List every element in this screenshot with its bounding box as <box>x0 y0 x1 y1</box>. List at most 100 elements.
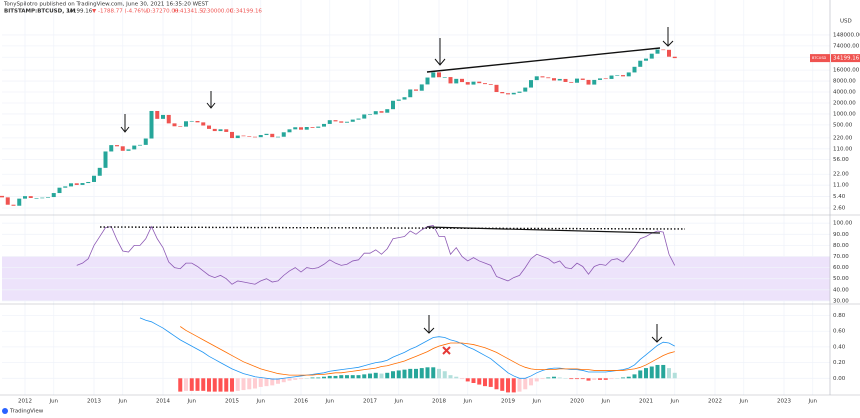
candle <box>437 72 441 78</box>
histogram-bar <box>368 373 372 379</box>
histogram-bar <box>207 378 211 392</box>
candle <box>425 77 430 85</box>
candle <box>46 197 50 198</box>
x-tick-label: Jun <box>669 399 679 405</box>
candle <box>201 122 206 126</box>
histogram-bar <box>649 366 654 379</box>
candle <box>120 146 125 151</box>
logo: TradingView <box>9 409 44 415</box>
candle <box>23 196 27 199</box>
x-tick-label: 2014 <box>156 399 170 405</box>
candle <box>316 126 321 128</box>
candle <box>143 138 148 145</box>
y-tick-label: 11.00 <box>833 183 849 189</box>
x-tick-label: Jun <box>324 399 334 405</box>
y-tick-label: 50.00 <box>833 276 849 282</box>
price-label: 34199.16 <box>833 56 860 62</box>
candle <box>0 195 4 198</box>
candle <box>454 78 459 84</box>
y-tick-label: 80.00 <box>833 243 849 249</box>
x-tick-label: 2022 <box>708 399 722 405</box>
histogram-bar <box>626 376 631 379</box>
author-line: TonySpilotro published on TradingView.co… <box>3 2 209 8</box>
candle <box>632 66 637 73</box>
histogram-bar <box>299 378 303 380</box>
arrow <box>423 315 435 334</box>
candle <box>488 84 493 85</box>
histogram-bar <box>373 372 378 379</box>
candle <box>92 175 96 182</box>
candle <box>28 196 33 198</box>
y-tick-label: 100.00 <box>833 221 853 227</box>
y-tick-label: 8000.00 <box>833 79 856 85</box>
change: ▼ -1788.77 (-4.76%) <box>92 9 148 15</box>
histogram-bar <box>655 364 660 379</box>
histogram-bar <box>419 368 424 379</box>
candle <box>638 60 643 67</box>
candle <box>431 72 436 78</box>
y-tick-label: 0.60 <box>833 329 846 335</box>
y-tick-label: 0.40 <box>833 344 846 350</box>
histogram-bar <box>477 378 482 385</box>
candle <box>442 77 447 78</box>
candle <box>166 114 171 124</box>
histogram-bar <box>523 378 528 390</box>
x-tick-label: Jun <box>531 399 541 405</box>
candle <box>592 79 597 85</box>
y-tick-label: 2.60 <box>833 206 846 212</box>
candle <box>34 197 39 199</box>
price-tag-symbol: BTCUSD <box>812 56 827 60</box>
candle <box>195 120 200 123</box>
x-tick-label: 2018 <box>432 399 446 405</box>
candle <box>161 114 165 119</box>
candle <box>281 132 286 137</box>
candle <box>471 81 476 85</box>
grid <box>2 0 830 395</box>
histogram-bar <box>557 377 562 379</box>
y-tick-label: 2000.00 <box>833 100 856 106</box>
histogram-bar <box>569 378 574 380</box>
candle <box>5 197 10 205</box>
candle <box>189 120 194 122</box>
candle <box>155 110 160 119</box>
candle <box>63 186 68 188</box>
candle <box>408 89 413 98</box>
annotations <box>99 27 686 355</box>
histogram-bar <box>391 371 395 379</box>
ohlc: H:41341.57 <box>174 9 207 15</box>
candle <box>138 144 142 146</box>
candle <box>385 109 390 113</box>
candle <box>621 75 625 77</box>
x-tick-label: Jun <box>255 399 265 405</box>
histogram-bar <box>431 367 436 379</box>
candle <box>109 145 114 152</box>
x-tick-label: 2020 <box>570 399 584 405</box>
histogram-bar <box>672 372 677 379</box>
candle <box>276 136 280 138</box>
candle <box>672 56 677 59</box>
histogram-bar <box>235 378 240 391</box>
y-tick-label: 110.00 <box>833 146 853 152</box>
histogram-bar <box>638 370 643 379</box>
trend-line <box>426 47 661 73</box>
candle <box>465 82 470 85</box>
price-label-bg <box>831 54 860 63</box>
x-tick-label: 2021 <box>639 399 653 405</box>
histogram-bar <box>339 375 344 379</box>
candle <box>368 114 372 116</box>
y-tick-label: 148000.00 <box>833 32 860 38</box>
candle <box>661 49 666 51</box>
y-tick-label: 70.00 <box>833 254 849 260</box>
candle <box>241 135 246 137</box>
x-tick-label: 2012 <box>18 399 32 405</box>
arrow <box>651 324 663 343</box>
x-tick-label: Jun <box>393 399 403 405</box>
candle <box>575 78 579 83</box>
histogram-bar <box>546 377 551 379</box>
y-tick-label: 4000.00 <box>833 90 856 96</box>
histogram-bar <box>184 378 188 391</box>
x-tick-label: Jun <box>186 399 196 405</box>
histogram-bar <box>189 378 194 391</box>
candle <box>11 204 16 206</box>
